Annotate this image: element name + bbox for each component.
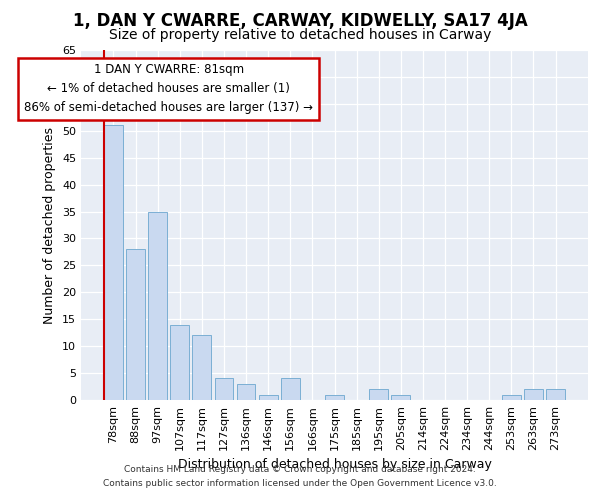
Bar	[215, 378, 233, 400]
Bar	[170, 324, 189, 400]
Text: 1 DAN Y CWARRE: 81sqm
← 1% of detached houses are smaller (1)
86% of semi-detach: 1 DAN Y CWARRE: 81sqm ← 1% of detached h…	[24, 64, 313, 114]
Bar	[546, 389, 565, 400]
Bar	[391, 394, 410, 400]
Text: Contains HM Land Registry data © Crown copyright and database right 2024.
Contai: Contains HM Land Registry data © Crown c…	[103, 466, 497, 487]
Y-axis label: Number of detached properties: Number of detached properties	[43, 126, 56, 324]
Bar	[370, 389, 388, 400]
X-axis label: Distribution of detached houses by size in Carway: Distribution of detached houses by size …	[178, 458, 491, 471]
Text: 1, DAN Y CWARRE, CARWAY, KIDWELLY, SA17 4JA: 1, DAN Y CWARRE, CARWAY, KIDWELLY, SA17 …	[73, 12, 527, 30]
Bar	[148, 212, 167, 400]
Bar	[325, 394, 344, 400]
Bar	[259, 394, 278, 400]
Bar	[502, 394, 521, 400]
Bar	[524, 389, 543, 400]
Text: Size of property relative to detached houses in Carway: Size of property relative to detached ho…	[109, 28, 491, 42]
Bar	[236, 384, 256, 400]
Bar	[104, 126, 123, 400]
Bar	[126, 249, 145, 400]
Bar	[193, 336, 211, 400]
Bar	[281, 378, 299, 400]
